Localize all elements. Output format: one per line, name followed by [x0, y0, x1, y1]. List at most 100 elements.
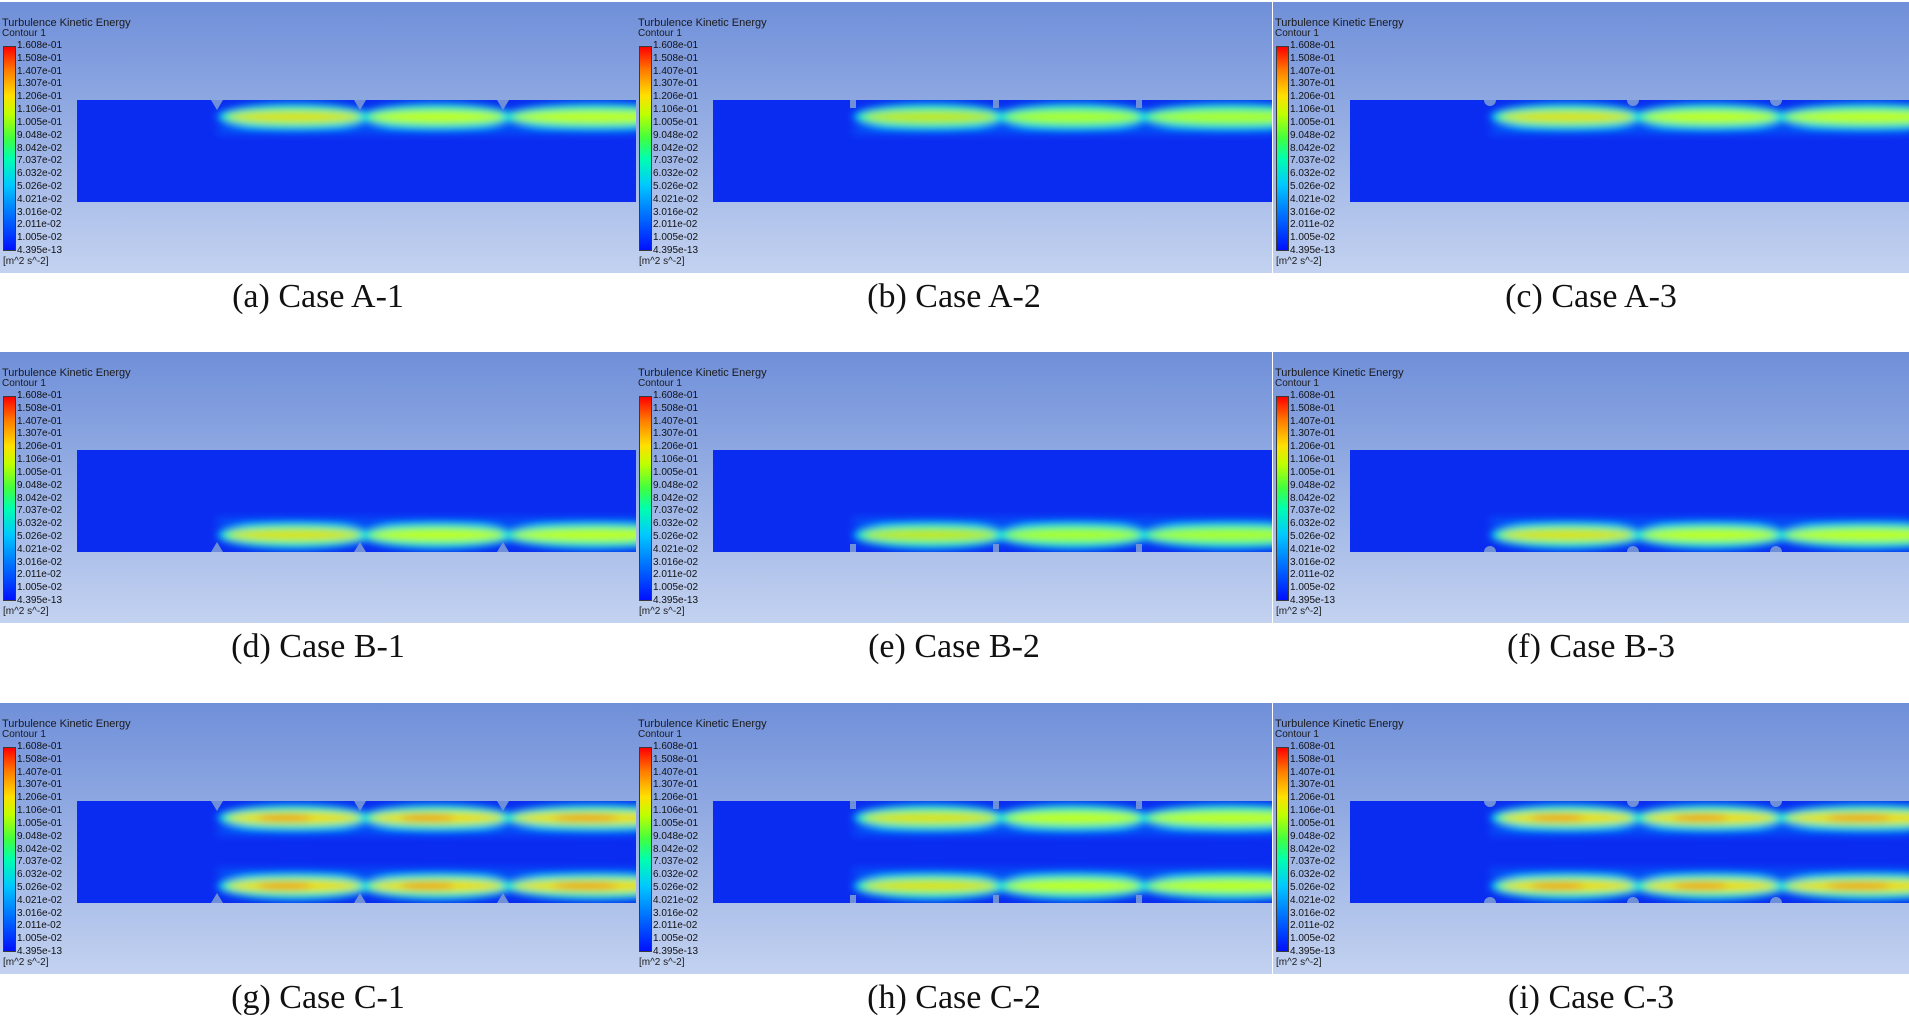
tke-band [1151, 113, 1272, 121]
legend-tick-label: 1.407e-01 [17, 766, 63, 778]
tke-wake [1490, 869, 1909, 875]
tke-band [1008, 814, 1139, 822]
legend-tick-label: 9.048e-02 [1290, 129, 1336, 141]
legend-tick-labels: 1.608e-01 1.508e-01 1.407e-01 1.307e-01 1.20… [653, 742, 713, 957]
legend-tick-label: 1.608e-01 [1290, 741, 1336, 752]
legend-tick-label: 1.608e-01 [653, 741, 699, 752]
legend-title: Turbulence Kinetic Energy [2, 17, 131, 29]
legend-tick-label: 2.011e-02 [653, 920, 698, 932]
contour-plot [0, 352, 636, 623]
tke-band [1502, 531, 1633, 539]
legend-title: Turbulence Kinetic Energy [2, 718, 131, 730]
contour-plot [1273, 352, 1909, 623]
wall-obstacle [211, 893, 223, 903]
legend-tick-label: 4.021e-02 [17, 543, 63, 555]
legend-units: [m^2 s^-2] [639, 256, 685, 267]
legend-tick-label: 7.037e-02 [653, 505, 699, 517]
legend-tick-label: 1.307e-01 [17, 78, 63, 90]
legend-tick-label: 1.005e-01 [653, 466, 699, 478]
legend-tick-label: 1.206e-01 [17, 441, 63, 453]
wall-obstacle [993, 895, 999, 903]
tke-band [515, 113, 636, 121]
contour-panel: Turbulence Kinetic Energy Contour 1 1.608e… [0, 2, 636, 273]
legend-tick-label: 5.026e-02 [653, 881, 699, 893]
tke-peak [1826, 815, 1891, 821]
legend-tick-label: 4.021e-02 [1290, 543, 1336, 555]
legend-tick-label: 2.011e-02 [17, 920, 62, 932]
legend-tick-labels: 1.608e-01 1.508e-01 1.407e-01 1.307e-01 1.20… [17, 742, 77, 957]
contour-panel: Turbulence Kinetic Energy Contour 1 1.608e… [636, 703, 1272, 974]
legend-tick-label: 1.005e-01 [1290, 817, 1336, 829]
contour-panel: Turbulence Kinetic Energy Contour 1 1.608e… [0, 703, 636, 974]
wall-obstacle [1627, 801, 1639, 807]
legend-tick-label: 1.005e-02 [653, 933, 699, 945]
legend-tick-label: 8.042e-02 [17, 843, 63, 855]
legend-tick-label: 1.407e-01 [1290, 65, 1336, 77]
legend-tick-label: 1.206e-01 [1290, 91, 1336, 103]
legend-tick-label: 1.206e-01 [17, 792, 63, 804]
tke-peak [400, 883, 455, 889]
legend-tick-label: 1.106e-01 [17, 805, 63, 817]
legend-tick-label: 1.005e-02 [1290, 933, 1336, 945]
legend-tick-label: 4.395e-13 [1290, 946, 1336, 957]
tke-wake [217, 518, 636, 524]
legend-tick-label: 1.508e-01 [653, 402, 699, 414]
legend-units: [m^2 s^-2] [1276, 256, 1322, 267]
wall-obstacle [850, 100, 856, 108]
wall-obstacle [1770, 801, 1782, 807]
contour-plot [0, 703, 636, 974]
tke-contour-bands [853, 804, 1272, 900]
legend-tick-label: 1.407e-01 [653, 415, 699, 427]
legend-colorbar [639, 396, 652, 601]
wall-obstacle [1770, 100, 1782, 106]
legend-subtitle: Contour 1 [1275, 729, 1319, 740]
wall-obstacle [211, 542, 223, 552]
wall-obstacle [1136, 801, 1142, 809]
tke-band [1008, 531, 1139, 539]
legend-tick-label: 1.005e-02 [1290, 582, 1336, 594]
legend-units: [m^2 s^-2] [3, 957, 49, 968]
tke-band [1502, 113, 1633, 121]
legend-tick-label: 1.608e-01 [653, 390, 699, 401]
legend-tick-label: 8.042e-02 [17, 142, 63, 154]
wall-obstacle [1136, 544, 1142, 552]
tke-wake [1490, 829, 1909, 835]
tke-band [865, 113, 996, 121]
legend-tick-label: 3.016e-02 [653, 907, 699, 919]
contour-plot [1273, 703, 1909, 974]
legend-tick-label: 3.016e-02 [1290, 556, 1336, 568]
tke-peak [257, 883, 312, 889]
wall-obstacle [1484, 897, 1496, 903]
contour-plot [636, 2, 1272, 273]
legend-tick-label: 1.508e-01 [1290, 753, 1336, 765]
contour-plot [0, 2, 636, 273]
legend-tick-label: 1.608e-01 [1290, 40, 1336, 51]
tke-band [1788, 531, 1909, 539]
tke-peak [1673, 883, 1728, 889]
legend-tick-label: 1.307e-01 [1290, 428, 1336, 440]
wall-obstacle [497, 100, 509, 110]
legend-tick-label: 1.307e-01 [653, 78, 699, 90]
tke-wake [217, 829, 636, 835]
legend-tick-label: 1.106e-01 [653, 454, 699, 466]
tke-band [865, 882, 996, 890]
legend-colorbar [3, 747, 16, 952]
wall-obstacle [993, 100, 999, 108]
legend-subtitle: Contour 1 [2, 378, 46, 389]
legend-tick-label: 1.407e-01 [653, 65, 699, 77]
legend-tick-label: 1.206e-01 [1290, 792, 1336, 804]
legend-title: Turbulence Kinetic Energy [1275, 17, 1404, 29]
legend-tick-label: 1.005e-02 [17, 582, 63, 594]
legend-tick-label: 4.395e-13 [17, 595, 63, 606]
legend-tick-label: 1.608e-01 [17, 40, 63, 51]
legend-tick-label: 4.021e-02 [1290, 193, 1336, 205]
wall-obstacle [497, 893, 509, 903]
legend-units: [m^2 s^-2] [3, 256, 49, 267]
legend-title: Turbulence Kinetic Energy [638, 367, 767, 379]
legend-tick-label: 6.032e-02 [653, 518, 699, 530]
legend-tick-label: 2.011e-02 [1290, 569, 1335, 581]
wall-obstacle [354, 542, 366, 552]
tke-band [1788, 113, 1909, 121]
legend-tick-label: 1.508e-01 [1290, 402, 1336, 414]
